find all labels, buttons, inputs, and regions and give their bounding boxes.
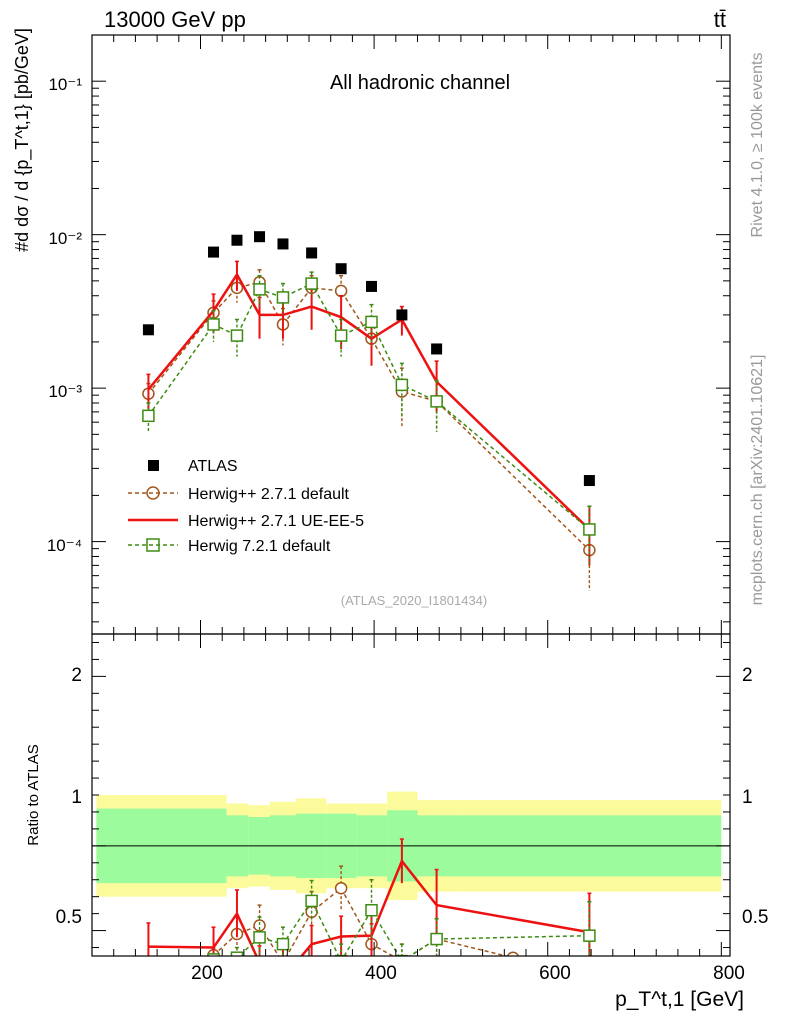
main-point-herwig7 bbox=[365, 315, 378, 329]
legend-herwigpp-default-marker bbox=[146, 486, 160, 500]
ytick-label-ratio-right: 2 bbox=[742, 665, 753, 686]
main-point-atlas bbox=[431, 343, 443, 355]
main-point-herwig7 bbox=[583, 523, 596, 536]
ratio-point-herwigpp-default bbox=[506, 951, 520, 956]
main-point-herwig7 bbox=[305, 277, 318, 290]
ratio-line-herwigpp-ueee5 bbox=[148, 858, 590, 956]
main-point-atlas bbox=[396, 309, 408, 321]
main-point-herwig7 bbox=[395, 378, 409, 392]
main-point-atlas bbox=[142, 324, 154, 336]
main-point-atlas bbox=[277, 238, 289, 250]
main-point-herwig7 bbox=[207, 318, 220, 331]
main-point-herwigpp-default bbox=[334, 284, 348, 298]
legend-herwig7-label: Herwig 7.2.1 default bbox=[188, 538, 331, 555]
process-label: tt̄ bbox=[714, 7, 726, 32]
main-point-herwig7 bbox=[230, 329, 244, 342]
ratio-point-herwig7 bbox=[230, 951, 244, 956]
energy-label: 13000 GeV pp bbox=[104, 7, 246, 32]
xtick-label: 200 bbox=[191, 963, 223, 984]
ratio-point-herwig7 bbox=[583, 929, 596, 942]
main-point-atlas bbox=[306, 247, 318, 259]
main-ylabel: #d dσ / d {p_T^t,1} [pb/GeV] bbox=[12, 28, 33, 252]
ytick-label-main: 10⁻² bbox=[48, 229, 82, 248]
ytick-label-ratio: 1 bbox=[71, 787, 82, 808]
main-point-atlas bbox=[366, 280, 378, 292]
ytick-label-ratio: 0.5 bbox=[56, 907, 82, 928]
ratio-ylabel: Ratio to ATLAS bbox=[25, 744, 42, 845]
ratio-point-herwig7 bbox=[395, 954, 409, 956]
ratio-point-herwig7 bbox=[207, 953, 220, 956]
xtick-label: 600 bbox=[539, 963, 571, 984]
x-axis-label: p_T^t,1 [GeV] bbox=[615, 988, 744, 1011]
main-point-atlas bbox=[231, 234, 243, 246]
legend-herwigpp-ueee5-label: Herwig++ 2.7.1 UE-EE-5 bbox=[188, 513, 364, 530]
main-point-atlas bbox=[254, 231, 266, 243]
xtick-label: 400 bbox=[365, 963, 397, 984]
ratio-point-herwigpp-default bbox=[277, 957, 288, 968]
mcplots-label: mcplots.cern.ch [arXiv:2401.10621] bbox=[749, 355, 766, 606]
main-point-herwig7 bbox=[276, 291, 290, 304]
main-point-herwig7 bbox=[334, 329, 348, 342]
ytick-label-ratio: 2 bbox=[71, 665, 82, 686]
ytick-label-ratio-right: 0.5 bbox=[742, 907, 768, 928]
main-point-herwig7 bbox=[142, 409, 155, 423]
panel-title: All hadronic channel bbox=[330, 72, 510, 94]
ratio-point-herwigpp-default bbox=[334, 881, 348, 895]
legend-atlas-label: ATLAS bbox=[188, 458, 238, 475]
ratio-point-herwig7 bbox=[430, 932, 443, 946]
ytick-label-main: 10⁻⁴ bbox=[47, 536, 82, 555]
ratio-point-herwig7 bbox=[305, 894, 318, 908]
rivet-label: Rivet 4.1.0, ≥ 100k events bbox=[749, 53, 766, 238]
ratio-point-herwig7 bbox=[253, 931, 266, 944]
main-point-herwig7 bbox=[253, 283, 266, 296]
main-point-atlas bbox=[335, 263, 347, 275]
analysis-id: (ATLAS_2020_I1801434) bbox=[341, 593, 487, 608]
legend-atlas-marker bbox=[148, 460, 159, 471]
ratio-line-herwigpp-default bbox=[213, 887, 510, 956]
ratio-point-herwig7 bbox=[334, 954, 348, 956]
ratio-point-herwig7 bbox=[276, 937, 290, 951]
main-line-herwigpp-default bbox=[147, 281, 590, 551]
ratio-point-herwig7 bbox=[365, 903, 378, 917]
ytick-label-main: 10⁻¹ bbox=[48, 75, 82, 94]
ratio-line-herwig7 bbox=[237, 899, 590, 956]
legend-herwigpp-default-label: Herwig++ 2.7.1 default bbox=[188, 486, 350, 503]
main-point-atlas bbox=[583, 475, 595, 487]
legend: ATLAS Herwig++ 2.7.1 default Herwig++ 2.… bbox=[128, 458, 364, 555]
main-point-atlas bbox=[208, 246, 220, 258]
legend-herwig7-marker bbox=[146, 538, 160, 552]
ytick-label-main: 10⁻³ bbox=[48, 382, 82, 401]
ratio-point-herwigpp-default bbox=[398, 954, 406, 956]
xtick-label: 800 bbox=[713, 963, 745, 984]
main-point-herwig7 bbox=[430, 395, 443, 408]
ytick-label-ratio-right: 1 bbox=[742, 787, 753, 808]
